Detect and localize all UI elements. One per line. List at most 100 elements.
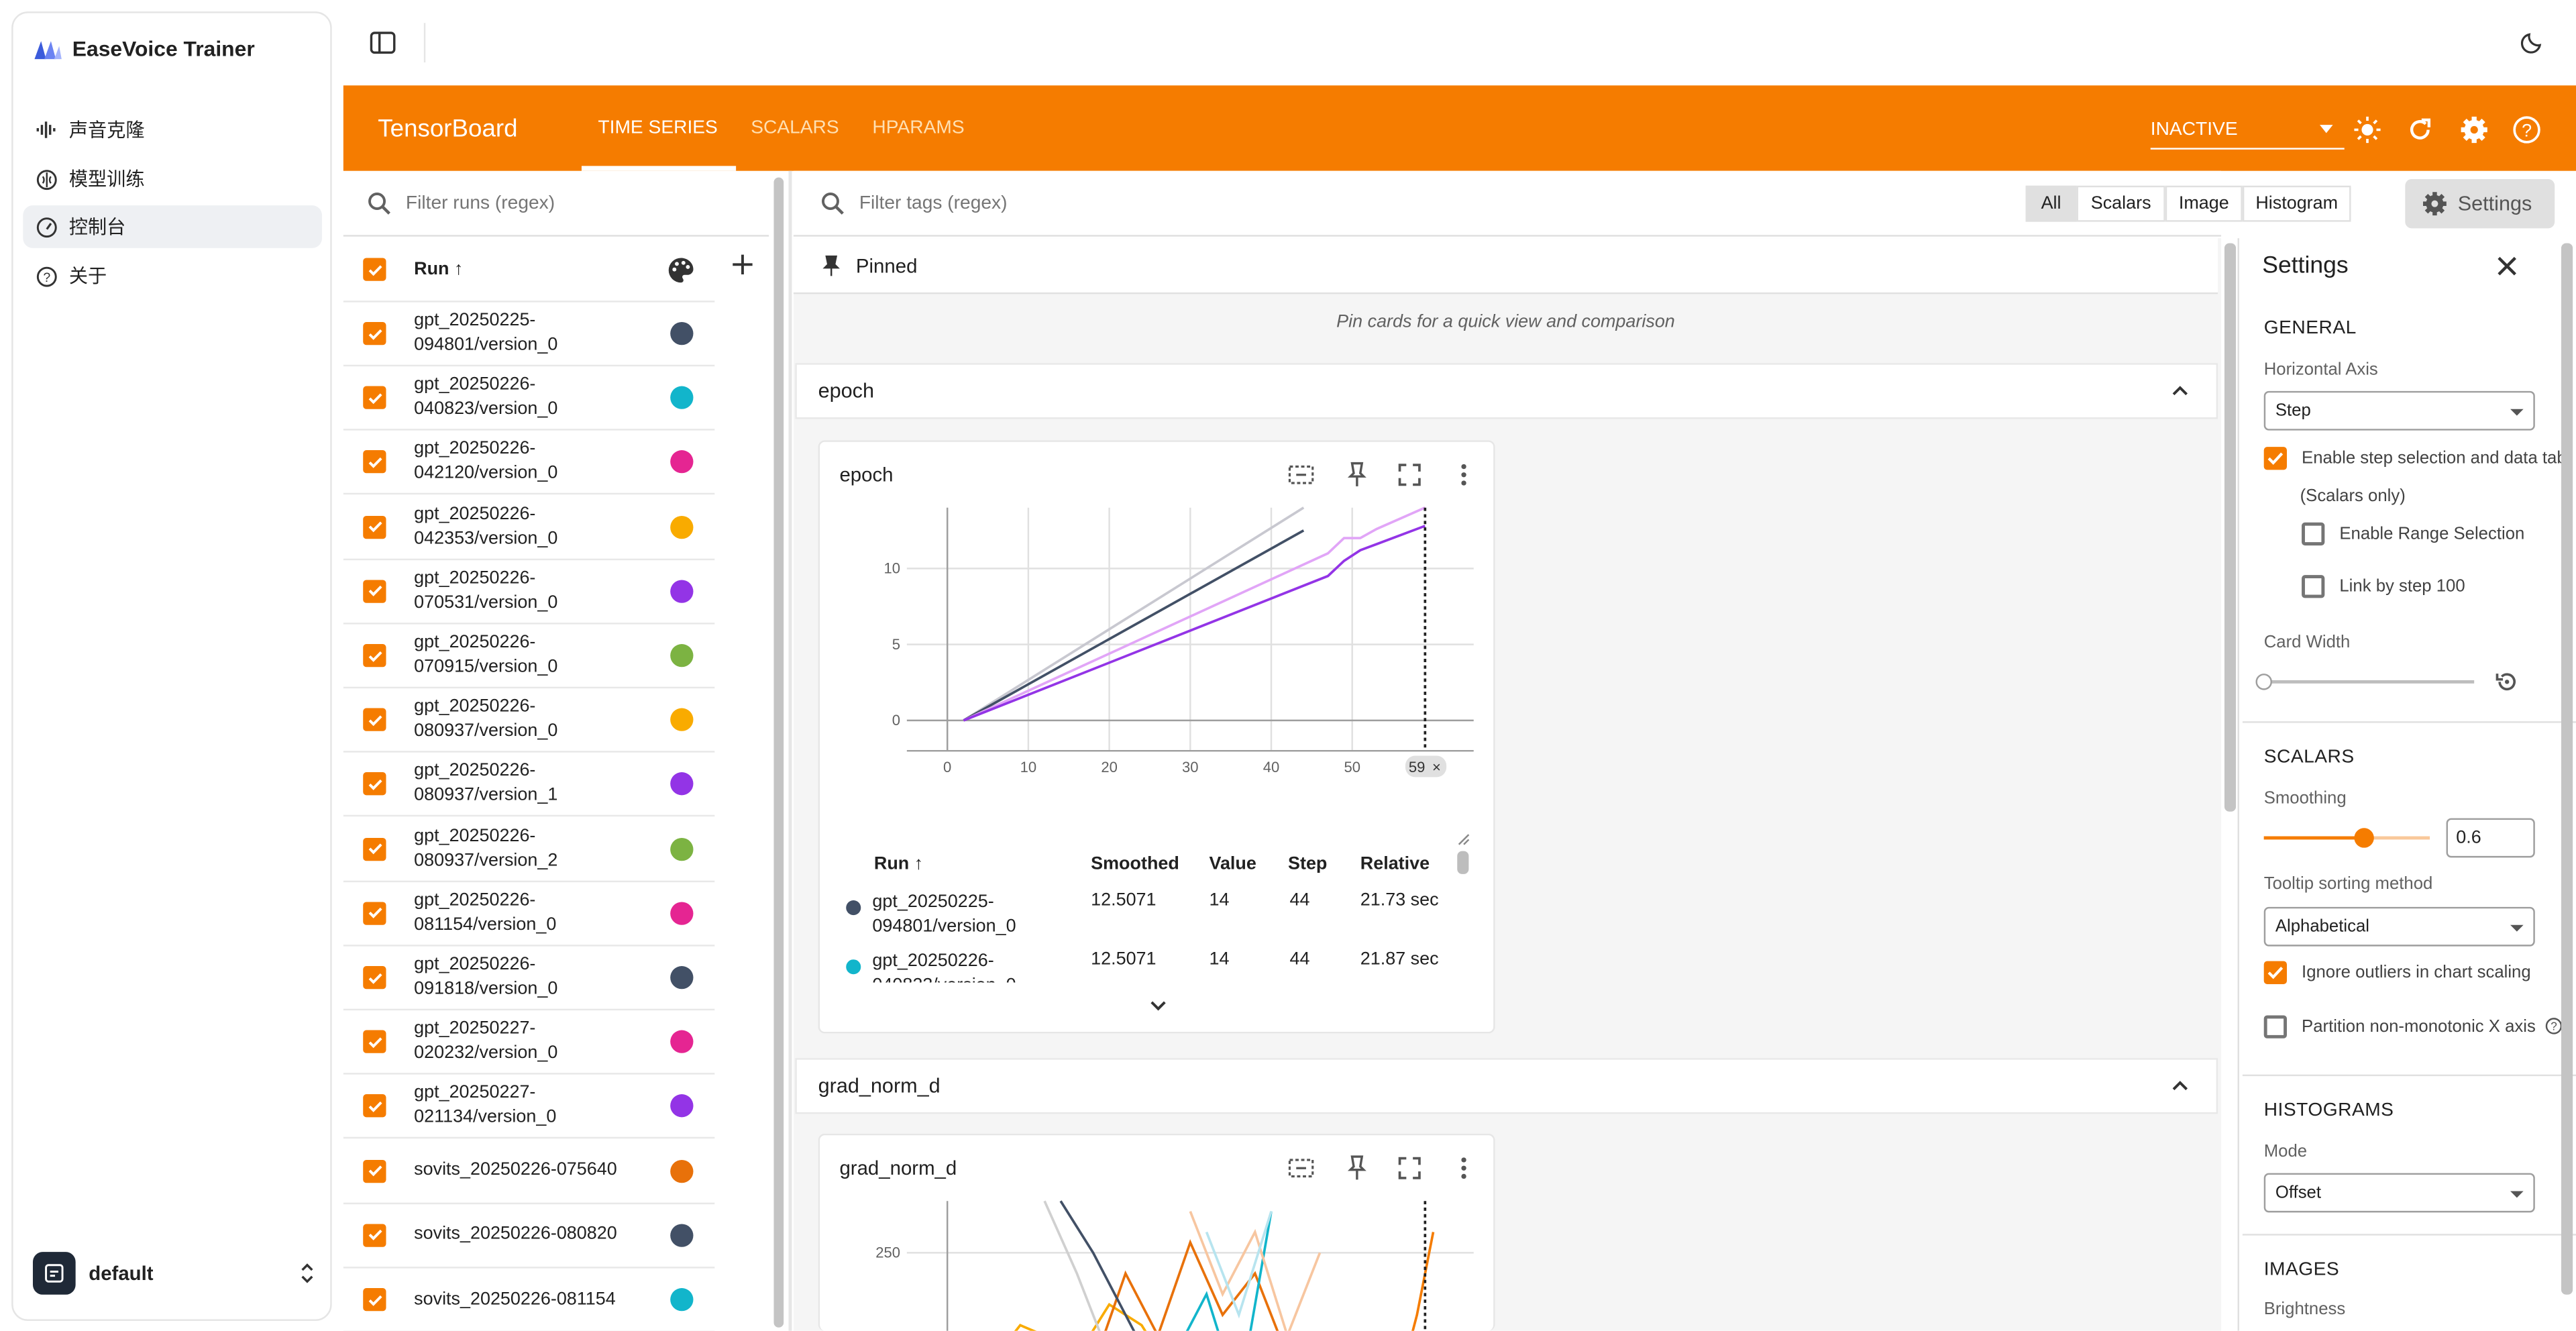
- run-row[interactable]: gpt_20250226-042120/version_0: [343, 431, 715, 496]
- settings-button[interactable]: Settings: [2405, 178, 2555, 229]
- run-row[interactable]: gpt_20250225-094801/version_0: [343, 303, 715, 367]
- tab-scalars[interactable]: SCALARS: [751, 118, 839, 138]
- run-checkbox[interactable]: [363, 515, 386, 539]
- runs-panel-divider[interactable]: [788, 170, 792, 1331]
- run-row[interactable]: sovits_20250226-080820: [343, 1204, 715, 1269]
- reset-icon[interactable]: [2494, 669, 2520, 695]
- run-row[interactable]: gpt_20250226-081154/version_0: [343, 882, 715, 947]
- tag-filter[interactable]: Filter tags (regex): [820, 191, 1008, 217]
- run-checkbox[interactable]: [363, 322, 386, 345]
- refresh-icon[interactable]: [2405, 115, 2434, 144]
- run-checkbox[interactable]: [363, 1094, 386, 1118]
- table-scrollbar[interactable]: [1457, 851, 1469, 874]
- close-icon[interactable]: [2496, 255, 2518, 278]
- link-by-step-checkbox[interactable]: [2302, 575, 2325, 598]
- run-color-swatch[interactable]: [670, 1030, 694, 1054]
- run-row[interactable]: gpt_20250226-080937/version_1: [343, 753, 715, 818]
- run-row[interactable]: gpt_20250226-070531/version_0: [343, 560, 715, 625]
- run-row[interactable]: gpt_20250226-091818/version_0: [343, 947, 715, 1011]
- fullscreen-icon[interactable]: [1395, 1153, 1424, 1183]
- run-row[interactable]: gpt_20250226-080937/version_0: [343, 689, 715, 753]
- chevron-up-icon[interactable]: [2170, 383, 2190, 399]
- run-row[interactable]: gpt_20250226-042353/version_0: [343, 496, 715, 560]
- run-checkbox[interactable]: [363, 386, 386, 410]
- run-color-swatch[interactable]: [670, 708, 694, 732]
- group-header-grad-norm-d[interactable]: grad_norm_d: [795, 1058, 2218, 1114]
- workspace-switcher[interactable]: default: [32, 1250, 315, 1297]
- run-color-swatch[interactable]: [670, 579, 694, 603]
- run-color-swatch[interactable]: [670, 966, 694, 990]
- nav-item-model-training[interactable]: 模型训练: [23, 158, 322, 201]
- sidebar-toggle-icon[interactable]: [368, 28, 398, 58]
- pin-icon[interactable]: [1342, 1153, 1372, 1183]
- more-vert-icon[interactable]: [1449, 1153, 1479, 1183]
- run-color-swatch[interactable]: [670, 772, 694, 796]
- chevron-down-icon[interactable]: [1148, 998, 1168, 1014]
- run-column-header[interactable]: Run ↑: [414, 258, 464, 279]
- run-color-swatch[interactable]: [670, 386, 694, 410]
- card-width-slider-thumb[interactable]: [2255, 674, 2272, 690]
- run-row[interactable]: sovits_20250226-081154: [343, 1269, 715, 1331]
- filter-scalars[interactable]: Scalars: [2076, 185, 2165, 222]
- fit-domain-icon[interactable]: [1287, 460, 1316, 490]
- run-row[interactable]: gpt_20250226-080937/version_2: [343, 818, 715, 882]
- run-checkbox[interactable]: [363, 1224, 386, 1247]
- nav-item-about[interactable]: ? 关于: [23, 255, 322, 298]
- runs-filter[interactable]: Filter runs (regex): [343, 171, 769, 237]
- table-header-run[interactable]: Run ↑: [873, 854, 924, 874]
- palette-icon[interactable]: [667, 256, 695, 284]
- tag-filter-input[interactable]: Filter tags (regex): [859, 193, 1008, 214]
- nav-item-console[interactable]: 控制台: [23, 205, 323, 248]
- plugin-status-select[interactable]: INACTIVE: [2150, 119, 2238, 140]
- more-vert-icon[interactable]: [1449, 460, 1479, 490]
- run-color-swatch[interactable]: [670, 644, 694, 668]
- mode-select[interactable]: Offset: [2263, 1173, 2535, 1213]
- run-row[interactable]: gpt_20250226-040823/version_0: [343, 367, 715, 431]
- grad-norm-d-line-chart[interactable]: 200250: [820, 1194, 1495, 1331]
- run-row[interactable]: gpt_20250227-021134/version_0: [343, 1075, 715, 1140]
- horizontal-axis-select[interactable]: Step: [2263, 390, 2535, 431]
- run-color-swatch[interactable]: [670, 322, 694, 345]
- run-checkbox[interactable]: [363, 966, 386, 990]
- smoothing-input[interactable]: 0.6: [2446, 818, 2535, 858]
- step-selection-checkbox[interactable]: [2263, 447, 2288, 470]
- run-color-swatch[interactable]: [670, 837, 694, 861]
- run-row[interactable]: gpt_20250227-020232/version_0: [343, 1011, 715, 1075]
- run-checkbox[interactable]: [363, 772, 386, 796]
- info-icon[interactable]: ?: [2545, 1017, 2563, 1035]
- ignore-outliers-checkbox[interactable]: [2263, 961, 2288, 984]
- gear-icon[interactable]: [2459, 115, 2489, 144]
- run-color-swatch[interactable]: [670, 1094, 694, 1118]
- run-row[interactable]: gpt_20250226-070915/version_0: [343, 625, 715, 689]
- epoch-line-chart[interactable]: 0 10 20 30 40 50 0 5 10 59 ×: [820, 501, 1495, 846]
- chevron-up-icon[interactable]: [2170, 1078, 2190, 1094]
- status-dropdown-arrow[interactable]: [2319, 125, 2333, 134]
- fullscreen-icon[interactable]: [1395, 460, 1424, 490]
- add-icon[interactable]: [731, 253, 754, 276]
- table-header-value[interactable]: Value: [1209, 854, 1256, 874]
- filter-image[interactable]: Image: [2165, 185, 2243, 222]
- run-color-swatch[interactable]: [670, 515, 694, 539]
- resize-handle-icon[interactable]: [1457, 833, 1470, 847]
- settings-scrollbar[interactable]: [2561, 243, 2573, 1295]
- run-checkbox[interactable]: [363, 1288, 386, 1312]
- run-color-swatch[interactable]: [670, 902, 694, 925]
- run-checkbox[interactable]: [363, 579, 386, 603]
- select-all-checkbox[interactable]: [363, 258, 386, 281]
- moon-icon[interactable]: [2520, 30, 2545, 54]
- filter-all[interactable]: All: [2025, 185, 2077, 222]
- run-checkbox[interactable]: [363, 1159, 386, 1183]
- run-row[interactable]: sovits_20250226-075640: [343, 1140, 715, 1204]
- tab-time-series[interactable]: TIME SERIES: [598, 118, 718, 138]
- run-checkbox[interactable]: [363, 708, 386, 732]
- run-checkbox[interactable]: [363, 644, 386, 668]
- partition-checkbox[interactable]: [2263, 1015, 2288, 1039]
- run-checkbox[interactable]: [363, 450, 386, 474]
- run-color-swatch[interactable]: [670, 1159, 694, 1183]
- main-scrollbar[interactable]: [2224, 243, 2237, 812]
- sun-icon[interactable]: [2353, 115, 2382, 144]
- filter-histogram[interactable]: Histogram: [2242, 185, 2351, 222]
- pin-icon[interactable]: [1342, 460, 1372, 490]
- range-selection-checkbox[interactable]: [2302, 522, 2325, 546]
- run-checkbox[interactable]: [363, 1030, 386, 1054]
